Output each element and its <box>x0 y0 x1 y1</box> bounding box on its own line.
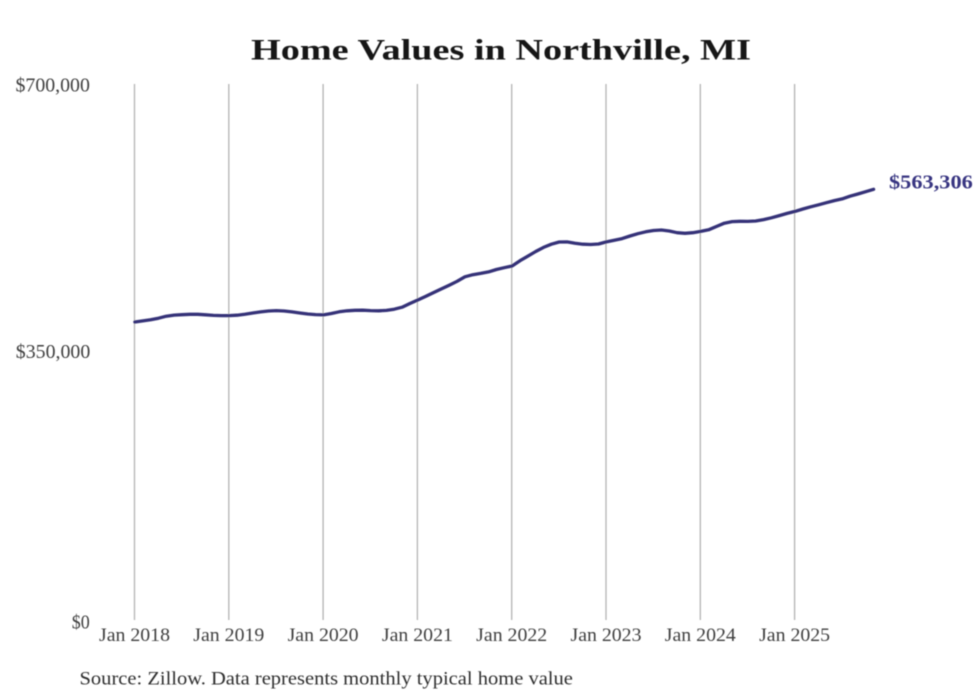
svg-text:Jan 2022: Jan 2022 <box>476 625 547 646</box>
svg-text:Jan 2025: Jan 2025 <box>759 625 830 646</box>
svg-text:Home Values in Northville, MI: Home Values in Northville, MI <box>251 34 751 66</box>
svg-text:$0: $0 <box>72 612 90 634</box>
svg-text:Jan 2020: Jan 2020 <box>288 625 359 646</box>
svg-text:Jan 2019: Jan 2019 <box>193 625 264 646</box>
svg-text:$563,306: $563,306 <box>889 172 973 194</box>
svg-text:Source: Zillow. Data represent: Source: Zillow. Data represents monthly … <box>80 669 573 690</box>
svg-text:$350,000: $350,000 <box>16 341 91 363</box>
svg-text:$700,000: $700,000 <box>16 75 90 97</box>
svg-text:Jan 2023: Jan 2023 <box>571 625 642 646</box>
svg-text:Jan 2021: Jan 2021 <box>382 625 453 646</box>
svg-text:Jan 2024: Jan 2024 <box>665 625 737 646</box>
svg-text:Jan 2018: Jan 2018 <box>99 625 170 646</box>
